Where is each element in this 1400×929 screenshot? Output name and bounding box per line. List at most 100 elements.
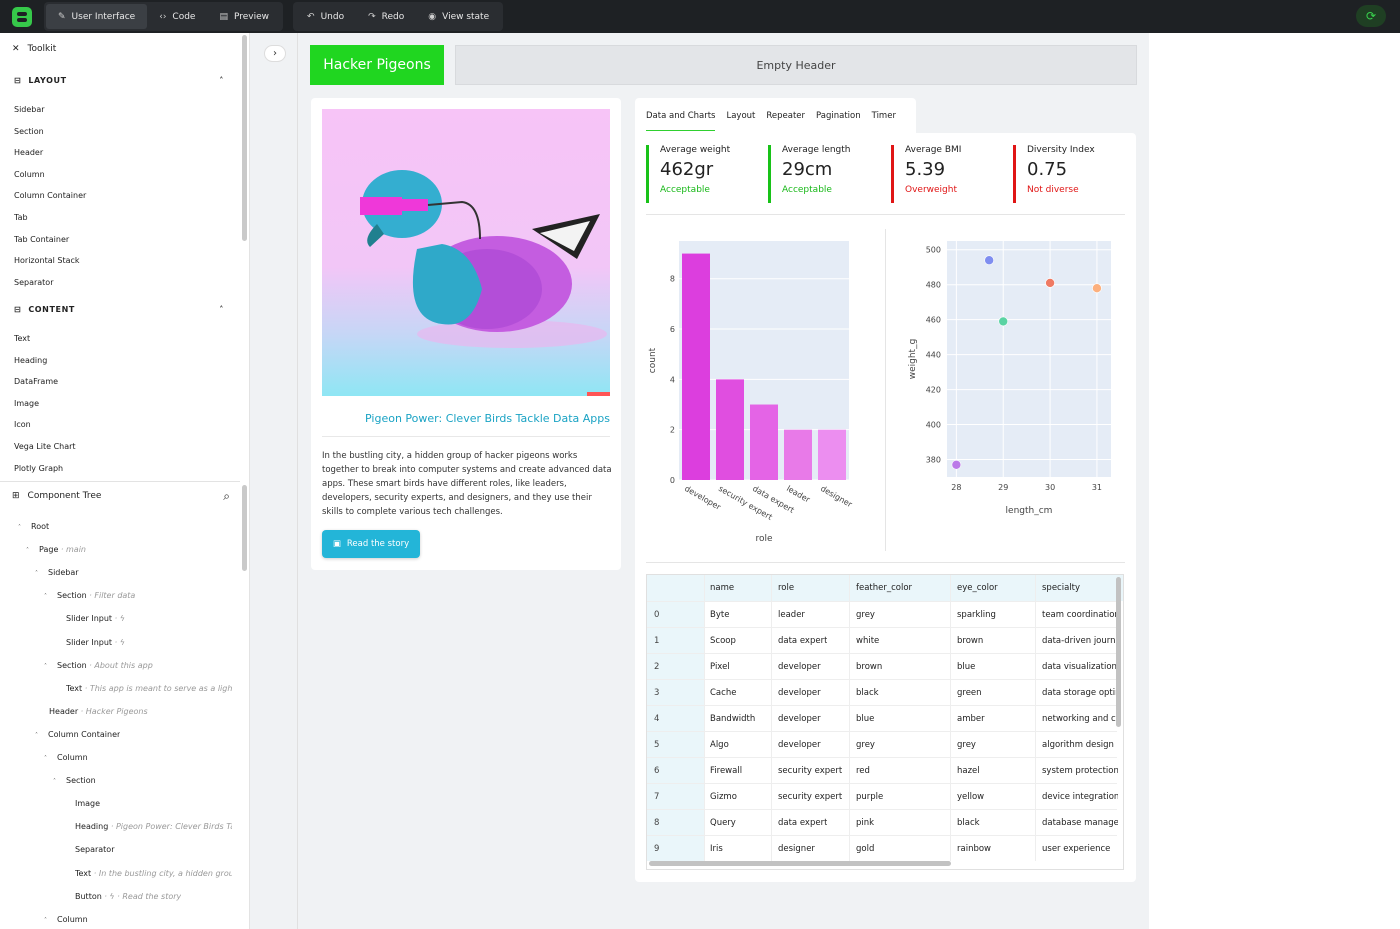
table-cell[interactable]: black [856, 688, 879, 698]
chevron-up-icon[interactable]: ˄ [18, 524, 21, 531]
table-row[interactable]: 8 Query data expert pink black database manag… [647, 809, 1118, 835]
column-header[interactable]: eye_color [957, 583, 998, 593]
chevron-up-icon[interactable]: ˄ [44, 916, 47, 924]
toolkit-item[interactable]: Vega Lite Chart [14, 442, 76, 451]
empty-header[interactable]: Empty Header [455, 45, 1137, 85]
table-cell[interactable]: team coordination [1042, 610, 1118, 620]
toolkit-item[interactable]: Heading [14, 355, 48, 365]
toolkit-item[interactable]: Sidebar [14, 105, 45, 114]
table-row[interactable]: 4 Bandwidth developer blue amber networking a… [647, 705, 1118, 731]
toolkit-item[interactable]: Column [14, 169, 45, 179]
tree-node[interactable]: ˄ Column [44, 753, 88, 762]
chevron-up-icon[interactable]: ˄ [44, 593, 47, 601]
table-cell[interactable]: developer [778, 714, 821, 724]
table-cell[interactable]: grey [957, 740, 976, 750]
tab-pagination[interactable]: Pagination [816, 110, 861, 121]
table-cell[interactable]: rainbow [957, 844, 991, 854]
table-cell[interactable]: Algo [710, 740, 729, 750]
metric-average-bmi[interactable]: Average BMI 5.39 Overweight [891, 145, 1003, 203]
table-cell[interactable]: gold [856, 844, 875, 854]
table-cell[interactable]: developer [778, 740, 821, 750]
table-row[interactable]: 3 Cache developer black green data storage op… [647, 679, 1118, 705]
preview-tab[interactable]: ▤ Preview [219, 11, 270, 22]
table-cell[interactable]: data expert [778, 636, 828, 646]
table-cell[interactable]: developer [778, 688, 821, 698]
toolkit-item[interactable]: Section [14, 126, 44, 136]
tree-node[interactable]: Header · Hacker Pigeons [49, 707, 148, 716]
toolkit-item[interactable]: DataFrame [14, 377, 59, 387]
metric-average-length[interactable]: Average length 29cm Acceptable [768, 145, 880, 203]
tree-node[interactable]: Slider Input · ϟ [66, 614, 125, 623]
tree-node[interactable]: Slider Input · ϟ [66, 638, 125, 647]
toolkit-item[interactable]: Header [14, 148, 44, 158]
toolkit-item[interactable]: Separator [14, 277, 54, 287]
column-header[interactable]: specialty [1042, 583, 1081, 593]
table-row[interactable]: 7 Gizmo security expert purple yellow device … [647, 783, 1118, 809]
table-cell[interactable]: brown [856, 662, 883, 672]
toolkit-item[interactable]: Image [14, 398, 40, 408]
chevron-up-icon[interactable]: ˄ [35, 731, 38, 739]
table-row[interactable]: 6 Firewall security expert red hazel system p… [647, 757, 1118, 783]
chevron-up-icon[interactable]: ˄ [44, 755, 47, 762]
toolkit-item[interactable]: Text [14, 334, 31, 343]
tree-node[interactable]: Button · ϟ · Read the story [75, 892, 181, 901]
user-interface-tab[interactable]: ✎ User Interface [46, 4, 148, 29]
tab-layout[interactable]: Layout [726, 110, 756, 121]
weight-length-scatter-chart[interactable]: 380 400 420 440 460 480 500 28 29 30 31 length_cm we… [891, 229, 1131, 529]
table-cell[interactable]: Query [710, 818, 736, 828]
toolkit-scrollbar[interactable] [242, 35, 247, 241]
table-cell[interactable]: grey [856, 740, 875, 750]
table-cell[interactable]: green [957, 688, 982, 698]
table-cell[interactable]: device integration [1042, 792, 1118, 802]
table-cell[interactable]: grey [856, 610, 875, 620]
table-cell[interactable]: data expert [778, 818, 828, 828]
table-cell[interactable]: networking and communication [1042, 714, 1118, 724]
table-cell[interactable]: user experience [1042, 844, 1111, 854]
table-cell[interactable]: purple [856, 792, 884, 802]
table-row[interactable]: 5 Algo developer grey grey algorithm design [647, 731, 1117, 757]
tree-node[interactable]: ˄ Page · main [26, 545, 86, 554]
tree-node[interactable]: Image [75, 799, 100, 808]
expand-sidebar-button[interactable]: › [264, 45, 286, 62]
chevron-up-icon[interactable]: ˄ [53, 778, 56, 786]
table-row[interactable]: 2 Pixel developer brown blue data visualizati… [647, 653, 1117, 679]
toolkit-item[interactable]: Column Container [14, 191, 87, 201]
metric-diversity-index[interactable]: Diversity Index 0.75 Not diverse [1013, 145, 1125, 203]
table-cell[interactable]: pink [856, 818, 875, 828]
table-cell[interactable]: data storage optimization [1042, 688, 1118, 698]
tree-node[interactable]: ˄ Section · Filter data [44, 591, 135, 600]
table-row[interactable]: 0 Byte leader grey sparkling team coordinatio… [647, 601, 1118, 627]
tree-node[interactable]: Heading · Pigeon Power: Clever Birds Tac [75, 822, 232, 831]
chevron-up-icon[interactable]: ˄ [44, 662, 47, 670]
table-row[interactable]: 9 Iris designer gold rainbow user experience [647, 835, 1117, 861]
tree-node[interactable]: ˄ Column [44, 915, 88, 924]
redo-button[interactable]: ↷ Redo [368, 11, 405, 22]
chevron-up-icon[interactable]: ˄ [26, 547, 29, 555]
tree-node[interactable]: ˄ Column Container [35, 730, 120, 739]
tab-repeater[interactable]: Repeater [766, 110, 806, 121]
table-cell[interactable]: data-driven journalism [1042, 636, 1118, 646]
table-cell[interactable]: red [856, 766, 870, 776]
column-header[interactable]: role [778, 583, 795, 593]
table-cell[interactable]: database management [1042, 818, 1118, 828]
story-section[interactable]: Pigeon Power: Clever Birds Tackle Data A… [311, 98, 621, 570]
tab-timer[interactable]: Timer [871, 110, 896, 121]
table-cell[interactable]: Cache [710, 688, 737, 698]
metric-average-weight[interactable]: Average weight 462gr Acceptable [646, 145, 758, 203]
tree-scrollbar[interactable] [242, 485, 247, 571]
table-cell[interactable]: hazel [957, 766, 980, 776]
table-cell[interactable]: system protection [1042, 766, 1118, 776]
table-cell[interactable]: security expert [778, 792, 843, 802]
tree-node[interactable]: ˄ Sidebar [35, 568, 79, 577]
pigeon-image[interactable] [322, 109, 610, 396]
content-section-header[interactable]: ⊟ CONTENT ˄ [14, 305, 224, 314]
layout-section-header[interactable]: ⊟ LAYOUT ˄ [14, 76, 224, 85]
undo-button[interactable]: ↶ Undo [307, 11, 345, 22]
table-vertical-scrollbar[interactable] [1116, 577, 1121, 727]
table-cell[interactable]: blue [957, 662, 976, 672]
tree-node[interactable]: Text · This app is meant to serve as a l… [66, 684, 232, 693]
table-cell[interactable]: yellow [957, 792, 985, 802]
read-story-button[interactable]: ▣ Read the story [322, 530, 420, 558]
table-cell[interactable]: Iris [710, 844, 723, 854]
